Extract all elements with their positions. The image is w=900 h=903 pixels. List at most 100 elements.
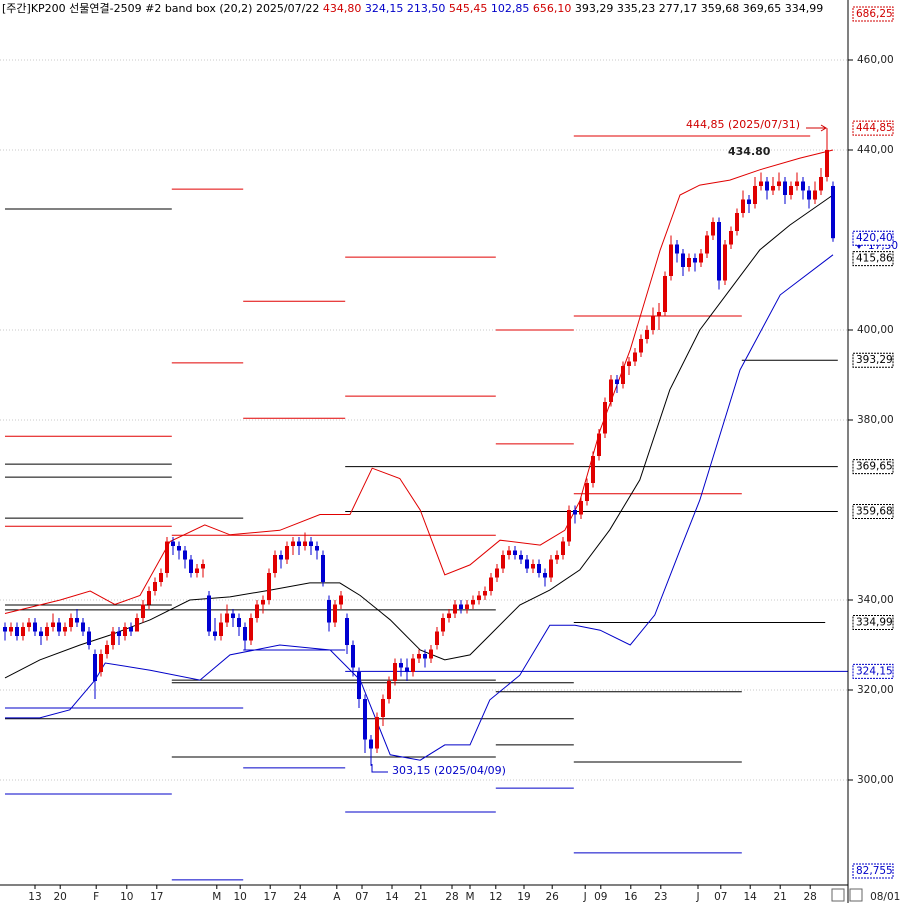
zoom-button[interactable] — [849, 888, 863, 902]
candle-body — [512, 550, 517, 556]
candle-body — [14, 627, 19, 637]
x-tick-label: 26 — [546, 891, 560, 903]
scroll-button[interactable] — [831, 888, 845, 902]
candle-body — [344, 618, 349, 646]
price-label-box — [852, 352, 894, 368]
candle-body — [116, 631, 121, 637]
candle-body — [356, 672, 361, 700]
header-part: [주간]KP200 선물연결-2509 #2 band box (20,2) 2… — [2, 2, 319, 15]
low-annotation: 303,15 (2025/04/09) — [392, 764, 506, 777]
candle-body — [758, 181, 763, 186]
price-label-box — [852, 615, 894, 631]
candle-body — [650, 316, 655, 330]
candle-body — [152, 582, 157, 592]
header-part: 434,80 — [323, 2, 362, 15]
candle-body — [200, 564, 205, 569]
header-part: 102,85 — [491, 2, 530, 15]
x-tick-label: 28 — [804, 891, 817, 903]
candle-body — [272, 555, 277, 574]
low-arrow — [371, 764, 388, 773]
candle-body — [404, 667, 409, 673]
x-tick-label: 09 — [594, 891, 607, 903]
candle-body — [212, 631, 217, 637]
candle-body — [722, 244, 727, 281]
candle-body — [704, 235, 709, 254]
header-part: 545,45 — [449, 2, 488, 15]
candle-body — [260, 600, 265, 605]
candle-body — [50, 622, 55, 628]
price-label: 82,755 — [856, 865, 893, 877]
candle-body — [26, 622, 31, 628]
candle-body — [770, 185, 775, 191]
price-label: 686,25 — [856, 8, 893, 20]
price-label: 415,86 — [856, 253, 893, 265]
candle-body — [416, 654, 421, 659]
candle-body — [350, 645, 355, 668]
candle-body — [734, 212, 739, 231]
candle-body — [182, 550, 187, 560]
x-tick-label: 21 — [414, 891, 427, 903]
x-tick-label: 16 — [624, 891, 638, 903]
candle-body — [698, 253, 703, 263]
candle-body — [452, 604, 457, 614]
candle-body — [308, 541, 313, 547]
candle-body — [782, 181, 787, 195]
candle-body — [398, 663, 403, 668]
candle-body — [440, 618, 445, 632]
last-annotation: 434.80 — [728, 145, 771, 158]
candle-body — [140, 604, 145, 619]
y-tick-label: 340,00 — [857, 594, 894, 606]
x-tick-label: 21 — [774, 891, 787, 903]
header-part: 656,10 — [533, 2, 572, 15]
candle-body — [134, 618, 139, 632]
price-label: 444,85 — [856, 122, 893, 134]
price-label: 334,99 — [856, 617, 893, 629]
candle-body — [98, 654, 103, 673]
candle-body — [338, 595, 343, 605]
candle-body — [314, 546, 319, 551]
price-label-box — [852, 863, 894, 879]
candle-body — [170, 541, 175, 547]
candle-body — [302, 541, 307, 547]
x-tick-label: 10 — [120, 891, 133, 903]
candle-body — [818, 176, 823, 191]
candle-body — [236, 618, 241, 628]
y-tick-label: 380,00 — [857, 414, 894, 426]
candle-body — [446, 613, 451, 619]
candle-body — [458, 604, 463, 610]
x-tick-label: 14 — [744, 891, 758, 903]
candle-body — [608, 379, 613, 402]
x-tick-label: M — [212, 891, 221, 903]
candle-body — [824, 149, 829, 177]
candle-body — [278, 555, 283, 560]
candle-body — [794, 181, 799, 186]
candle-body — [632, 352, 637, 362]
y-tick-label: 440,00 — [857, 144, 894, 156]
candle-body — [218, 622, 223, 637]
candle-body — [332, 604, 337, 623]
x-tick-label: 28 — [445, 891, 458, 903]
price-label: 369,65 — [856, 461, 893, 473]
candle-body — [74, 618, 79, 623]
candle-body — [194, 568, 199, 574]
candle-body — [248, 618, 253, 641]
candle-body — [104, 645, 109, 655]
price-label-box — [852, 120, 894, 136]
candle-body — [596, 433, 601, 457]
candle-body — [38, 631, 43, 637]
candle-body — [206, 595, 211, 632]
candle-body — [668, 244, 673, 276]
y-tick-label: 400,00 — [857, 324, 894, 336]
candle-body — [530, 564, 535, 569]
candle-body — [254, 604, 259, 619]
price-label: 324,15 — [856, 665, 893, 677]
price-label: 359,68 — [856, 505, 893, 517]
candle-body — [590, 456, 595, 484]
candle-body — [602, 401, 607, 434]
candle-body — [290, 541, 295, 547]
price-label-box — [852, 503, 894, 519]
x-tick-label: 07 — [714, 891, 727, 903]
candle-body — [158, 573, 163, 583]
candle-body — [32, 622, 37, 632]
